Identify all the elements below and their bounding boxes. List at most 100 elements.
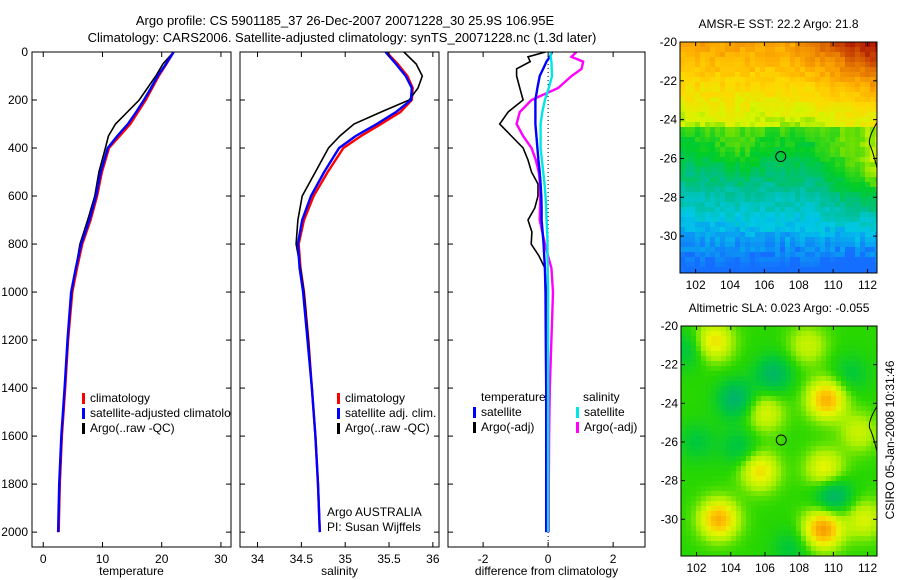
plot-frame <box>447 51 646 548</box>
legend-entry: Argo(..raw -QC) <box>345 421 430 435</box>
x-axis-label: temperature <box>99 564 164 578</box>
legend-entry: satellite <box>481 405 522 419</box>
series-line-satellite-adj-clim- <box>296 52 414 533</box>
x-tick-label: 102 <box>687 561 707 575</box>
series-line-satellite-adjusted-climatology <box>56 52 175 533</box>
y-tick-label: 0 <box>21 45 28 59</box>
legend-entry: Argo(-adj) <box>584 420 637 434</box>
x-tick-label: 104 <box>721 561 741 575</box>
annotation-text: PI: Susan Wijffels <box>327 520 421 534</box>
y-tick-label: 400 <box>8 141 28 155</box>
x-tick-label: -2 <box>478 552 489 566</box>
x-axis-label: difference from climatology <box>475 564 618 578</box>
panel-temperature: 0 10 20 30 0 200 400 600 800 1000 1200 1400 1600 1800… <box>1 45 243 578</box>
series-line-argo-raw-qc- <box>57 52 175 533</box>
argo-float-location-marker <box>775 434 787 446</box>
x-tick-label: 34 <box>251 552 265 566</box>
legend-entry: climatology <box>90 391 150 405</box>
sst-map-image <box>680 42 877 273</box>
y-tick-label: 200 <box>8 93 28 107</box>
x-tick-label: 108 <box>789 278 809 292</box>
coastline <box>868 122 878 169</box>
y-tick-label: 1200 <box>1 333 28 347</box>
legend-entry: Argo(..raw -QC) <box>90 421 175 435</box>
y-tick-label: -28 <box>661 474 679 488</box>
x-tick-label: 20 <box>155 552 169 566</box>
x-tick-label: 108 <box>789 561 809 575</box>
y-tick-label: 1800 <box>1 477 28 491</box>
y-tick-label: 1600 <box>1 429 28 443</box>
argo-float-location-marker <box>775 151 787 163</box>
legend-swatch <box>576 407 579 418</box>
y-tick-label: -24 <box>660 113 678 127</box>
legend-swatch <box>473 407 476 418</box>
x-tick-label: 36 <box>426 552 440 566</box>
x-tick-label: 2 <box>610 552 617 566</box>
timestamp-label: CSIRO 05-Jan-2008 10:31:46 <box>883 360 897 519</box>
legend-swatch <box>337 423 340 434</box>
annotation-text: Argo AUSTRALIA <box>327 505 422 519</box>
y-tick-label: -20 <box>660 35 678 49</box>
plot-frame <box>31 51 232 548</box>
x-tick-label: 112 <box>858 278 877 292</box>
map-title: Altimetric SLA: 0.023 Argo: -0.055 <box>689 301 870 315</box>
title-line-2: Climatology: CARS2006. Satellite-adjuste… <box>88 30 597 45</box>
x-axis-label: salinity <box>321 564 358 578</box>
y-tick-label: -30 <box>660 229 678 243</box>
y-tick-label: -26 <box>661 435 679 449</box>
legend: temperature salinitysatelliteArgo(-adj)sa… <box>473 390 637 434</box>
x-tick-label: 34.5 <box>290 552 314 566</box>
legend-swatch <box>82 423 85 434</box>
legend-entry: satellite-adjusted climatology <box>90 406 243 420</box>
series-line-argo-raw-qc- <box>295 52 424 533</box>
x-tick-label: 35.5 <box>377 552 401 566</box>
map-sst_map: AMSR-E SST: 22.2 Argo: 21.8 102 104 106 108 1… <box>660 17 878 292</box>
map-title: AMSR-E SST: 22.2 Argo: 21.8 <box>698 17 858 31</box>
legend-swatch <box>473 422 476 433</box>
legend-swatch <box>82 393 85 404</box>
y-tick-label: 600 <box>8 189 28 203</box>
x-tick-label: 110 <box>824 561 843 575</box>
sla-map-image <box>681 326 877 556</box>
legend-swatch <box>576 422 579 433</box>
legend-swatch <box>82 408 85 419</box>
map-frame <box>679 41 878 274</box>
y-tick-label: 1000 <box>1 285 28 299</box>
series-line-salinity-satellite <box>539 52 554 533</box>
x-tick-label: 112 <box>858 561 877 575</box>
y-tick-label: -24 <box>661 396 679 410</box>
legend-entry: Argo(-adj) <box>481 420 534 434</box>
x-tick-label: 0 <box>40 552 47 566</box>
y-tick-label: -22 <box>661 358 679 372</box>
legend-header: salinity <box>583 390 620 404</box>
map-frame <box>680 325 878 557</box>
x-tick-label: 35 <box>339 552 353 566</box>
y-tick-label: 2000 <box>1 525 28 539</box>
x-tick-label: 30 <box>214 552 228 566</box>
x-tick-label: 0 <box>545 552 552 566</box>
y-tick-label: -20 <box>661 319 679 333</box>
legend-entry: satellite adj. clim. <box>345 406 436 420</box>
map-sla_map: Altimetric SLA: 0.023 Argo: -0.055 102 104… <box>661 301 878 575</box>
legend-entry: satellite <box>584 405 625 419</box>
y-tick-label: -26 <box>660 151 678 165</box>
y-tick-label: 800 <box>8 237 28 251</box>
title-line-1: Argo profile: CS 5901185_37 26-Dec-2007 … <box>136 13 555 28</box>
y-tick-label: -28 <box>660 190 678 204</box>
legend-entry: climatology <box>345 391 405 405</box>
coastline <box>868 405 878 452</box>
y-tick-label: -22 <box>660 74 678 88</box>
legend-header: temperature <box>481 390 546 404</box>
panel-salinity: 34 34.5 35 35.5 36 salinity climatologysatelli… <box>239 51 440 578</box>
x-tick-label: 106 <box>755 561 775 575</box>
x-tick-label: 10 <box>96 552 110 566</box>
x-tick-label: 110 <box>824 278 843 292</box>
legend-swatch <box>337 393 340 404</box>
legend-swatch <box>337 408 340 419</box>
x-tick-label: 104 <box>720 278 740 292</box>
